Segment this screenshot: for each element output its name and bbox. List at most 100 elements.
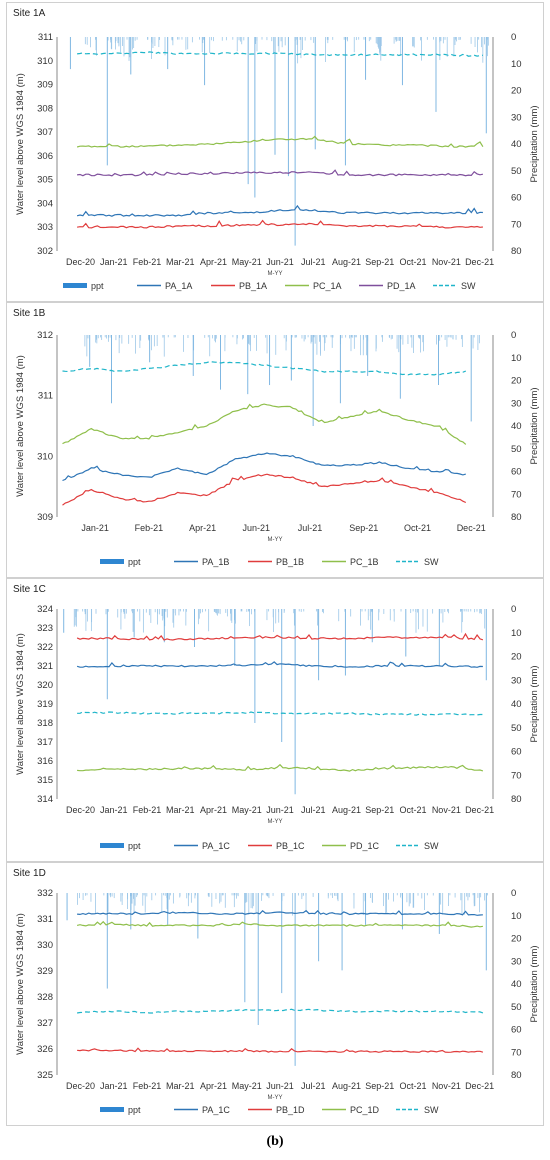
- y-tick-label: 318: [37, 718, 53, 729]
- x-tick-label: Sep-21: [349, 523, 378, 533]
- y-tick-label: 302: [37, 246, 53, 257]
- x-tick-label: Mar-21: [166, 1081, 195, 1091]
- chart-site-1d: Site 1D 325 326 327 328 329 330 331 332 0 10 20 30 40…: [13, 868, 540, 1115]
- y-tick-label: 314: [37, 794, 53, 805]
- x-tick-label: Aug-21: [332, 257, 361, 267]
- y-tick-label: 311: [38, 391, 53, 402]
- x-tick-label: Mar-21: [166, 805, 195, 815]
- legend-label: ppt: [128, 557, 141, 567]
- chart-title: Site 1D: [13, 868, 46, 879]
- legend-label: SW: [424, 841, 439, 851]
- chart-site-1b: Site 1B 309 310 311 312 0 10 20 30 40 50 60 70 80 Jan-…: [13, 308, 540, 567]
- y2-tick-label: 80: [511, 1070, 522, 1081]
- legend-label: SW: [424, 557, 439, 567]
- x-axis-label: M-YY: [268, 271, 283, 277]
- x-tick-label: Jul-21: [301, 805, 326, 815]
- series-line-pa-1b: [62, 452, 466, 482]
- y-tick-label: 326: [37, 1044, 53, 1055]
- chart-panel-site-1d: Site 1D 325 326 327 328 329 330 331 332 0 10 20 30 40…: [6, 862, 544, 1126]
- y-tick-label: 329: [37, 966, 53, 977]
- figure-caption: (b): [266, 1134, 284, 1149]
- legend-label: SW: [461, 281, 476, 291]
- y-tick-label: 319: [37, 699, 53, 710]
- y2-tick-label: 60: [511, 1025, 522, 1036]
- y-tick-label: 310: [37, 56, 53, 67]
- chart-panel-site-1c: Site 1C 314 315 316 317 318 319 320 321 322 323 324…: [6, 578, 544, 862]
- y2-tick-label: 50: [511, 166, 522, 177]
- x-tick-label: May-21: [232, 1081, 262, 1091]
- legend-label: PD_1A: [387, 281, 416, 291]
- x-tick-label: Sep-21: [365, 805, 394, 815]
- y2-tick-label: 20: [511, 652, 522, 663]
- series-line-pc-1b: [62, 403, 467, 445]
- y2-tick-label: 80: [511, 512, 522, 523]
- y-axis-label: Water level above WGS 1984 (m): [15, 355, 26, 497]
- x-tick-label: Apr-21: [189, 523, 216, 533]
- y2-tick-label: 0: [511, 604, 516, 615]
- legend-label: PB_1B: [276, 557, 304, 567]
- x-tick-label: May-21: [232, 257, 262, 267]
- x-tick-label: Jan-21: [100, 805, 128, 815]
- y-axis-label: Water level above WGS 1984 (m): [15, 73, 26, 215]
- y-tick-label: 323: [37, 623, 53, 634]
- y2-tick-label: 50: [511, 444, 522, 455]
- x-tick-label: Apr-21: [200, 1081, 227, 1091]
- x-tick-label: Jun-21: [266, 257, 294, 267]
- y2-tick-label: 30: [511, 956, 522, 967]
- y2-tick-label: 40: [511, 699, 522, 710]
- x-tick-label: Jan-21: [100, 257, 128, 267]
- y-tick-label: 321: [37, 661, 53, 672]
- x-tick-label: Nov-21: [432, 257, 461, 267]
- legend-swatch-ppt: [100, 843, 124, 848]
- chart-title: Site 1A: [13, 8, 46, 19]
- legend-swatch-ppt: [100, 1107, 124, 1112]
- x-tick-label: Aug-21: [332, 1081, 361, 1091]
- x-tick-label: Jan-21: [100, 1081, 128, 1091]
- legend-label: PC_1A: [313, 281, 342, 291]
- x-axis-label: M-YY: [268, 819, 283, 825]
- y-axis-label: Water level above WGS 1984 (m): [15, 633, 26, 775]
- y2-tick-label: 60: [511, 747, 522, 758]
- y2-tick-label: 20: [511, 86, 522, 97]
- x-tick-label: Feb-21: [133, 1081, 162, 1091]
- x-tick-label: Jan-21: [81, 523, 109, 533]
- series-line-pd-1c: [77, 763, 484, 772]
- x-tick-label: Dec-21: [465, 257, 494, 267]
- x-tick-label: Jun-21: [266, 1081, 294, 1091]
- y2-axis-label: Precipitation (mm): [529, 665, 540, 742]
- legend-label: PA_1B: [202, 557, 229, 567]
- y-tick-label: 310: [37, 451, 53, 462]
- series-line-pa-1c: [76, 661, 483, 668]
- chart-title: Site 1B: [13, 308, 46, 319]
- x-tick-label: May-21: [232, 805, 262, 815]
- y2-tick-label: 30: [511, 112, 522, 123]
- y2-tick-label: 80: [511, 794, 522, 805]
- series-line-pb-1b: [62, 473, 467, 506]
- y2-tick-label: 0: [511, 32, 516, 43]
- y2-tick-label: 60: [511, 467, 522, 478]
- y2-tick-label: 0: [511, 330, 516, 341]
- y-tick-label: 316: [37, 756, 53, 767]
- x-tick-label: Nov-21: [432, 1081, 461, 1091]
- x-tick-label: Apr-21: [200, 257, 227, 267]
- legend-label: PA_1C: [202, 841, 230, 851]
- y2-tick-label: 40: [511, 421, 522, 432]
- x-tick-label: Oct-21: [400, 1081, 427, 1091]
- chart-panel-site-1b: Site 1B 309 310 311 312 0 10 20 30 40 50 60 70 80 Jan-…: [6, 302, 544, 578]
- y-tick-label: 312: [37, 330, 53, 341]
- x-tick-label: Dec-21: [457, 523, 486, 533]
- x-tick-label: Oct-21: [404, 523, 431, 533]
- x-tick-label: Feb-21: [133, 805, 162, 815]
- series-line-pb-1c: [76, 632, 484, 641]
- legend-label: PB_1A: [239, 281, 267, 291]
- x-tick-label: Feb-21: [135, 523, 164, 533]
- legend-label: PC_1B: [350, 557, 379, 567]
- x-axis-label: M-YY: [268, 537, 283, 543]
- legend-label: PB_1D: [276, 1105, 305, 1115]
- y-tick-label: 330: [37, 940, 53, 951]
- x-tick-label: Dec-21: [465, 1081, 494, 1091]
- y-tick-label: 308: [37, 103, 53, 114]
- legend-label: PB_1C: [276, 841, 305, 851]
- x-tick-label: Sep-21: [365, 257, 394, 267]
- y-axis-label: Water level above WGS 1984 (m): [15, 913, 26, 1055]
